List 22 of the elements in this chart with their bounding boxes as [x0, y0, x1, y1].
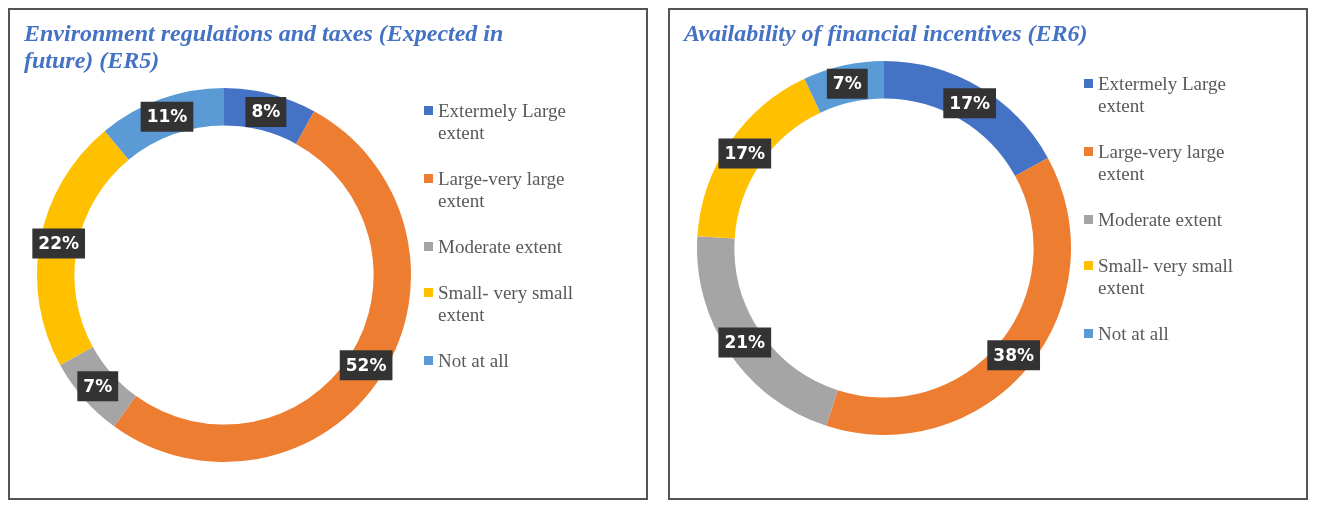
chart-title: Environment regulations and taxes (Expected in future) (ER5)	[24, 20, 505, 74]
legend-label: Moderate extent	[1098, 209, 1222, 231]
data-label: 11%	[146, 106, 188, 127]
legend-label: Large-very large extent	[1098, 141, 1226, 185]
data-label: 17%	[949, 92, 991, 113]
legend-label: Extermely Large extent	[438, 100, 567, 144]
data-label: 52%	[345, 354, 387, 375]
chart-title: Availability of financial incentives (ER6)	[684, 20, 1089, 47]
data-label: 7%	[832, 73, 862, 94]
legend-label: Small- very small extent	[438, 282, 575, 326]
legend-label: Extermely Large extent	[1098, 73, 1227, 117]
legend-label: Not at all	[438, 350, 509, 372]
legend-label: Small- very small extent	[1098, 255, 1235, 299]
legend-label: Large-very large extent	[438, 168, 566, 212]
data-label: 22%	[38, 232, 80, 253]
data-label: 7%	[83, 375, 113, 396]
legend-label: Moderate extent	[438, 236, 562, 258]
data-label: 17%	[724, 142, 766, 163]
data-label: 8%	[251, 101, 281, 122]
data-label: 38%	[993, 344, 1035, 365]
data-label: 21%	[724, 332, 766, 353]
legend-label: Not at all	[1098, 323, 1169, 345]
